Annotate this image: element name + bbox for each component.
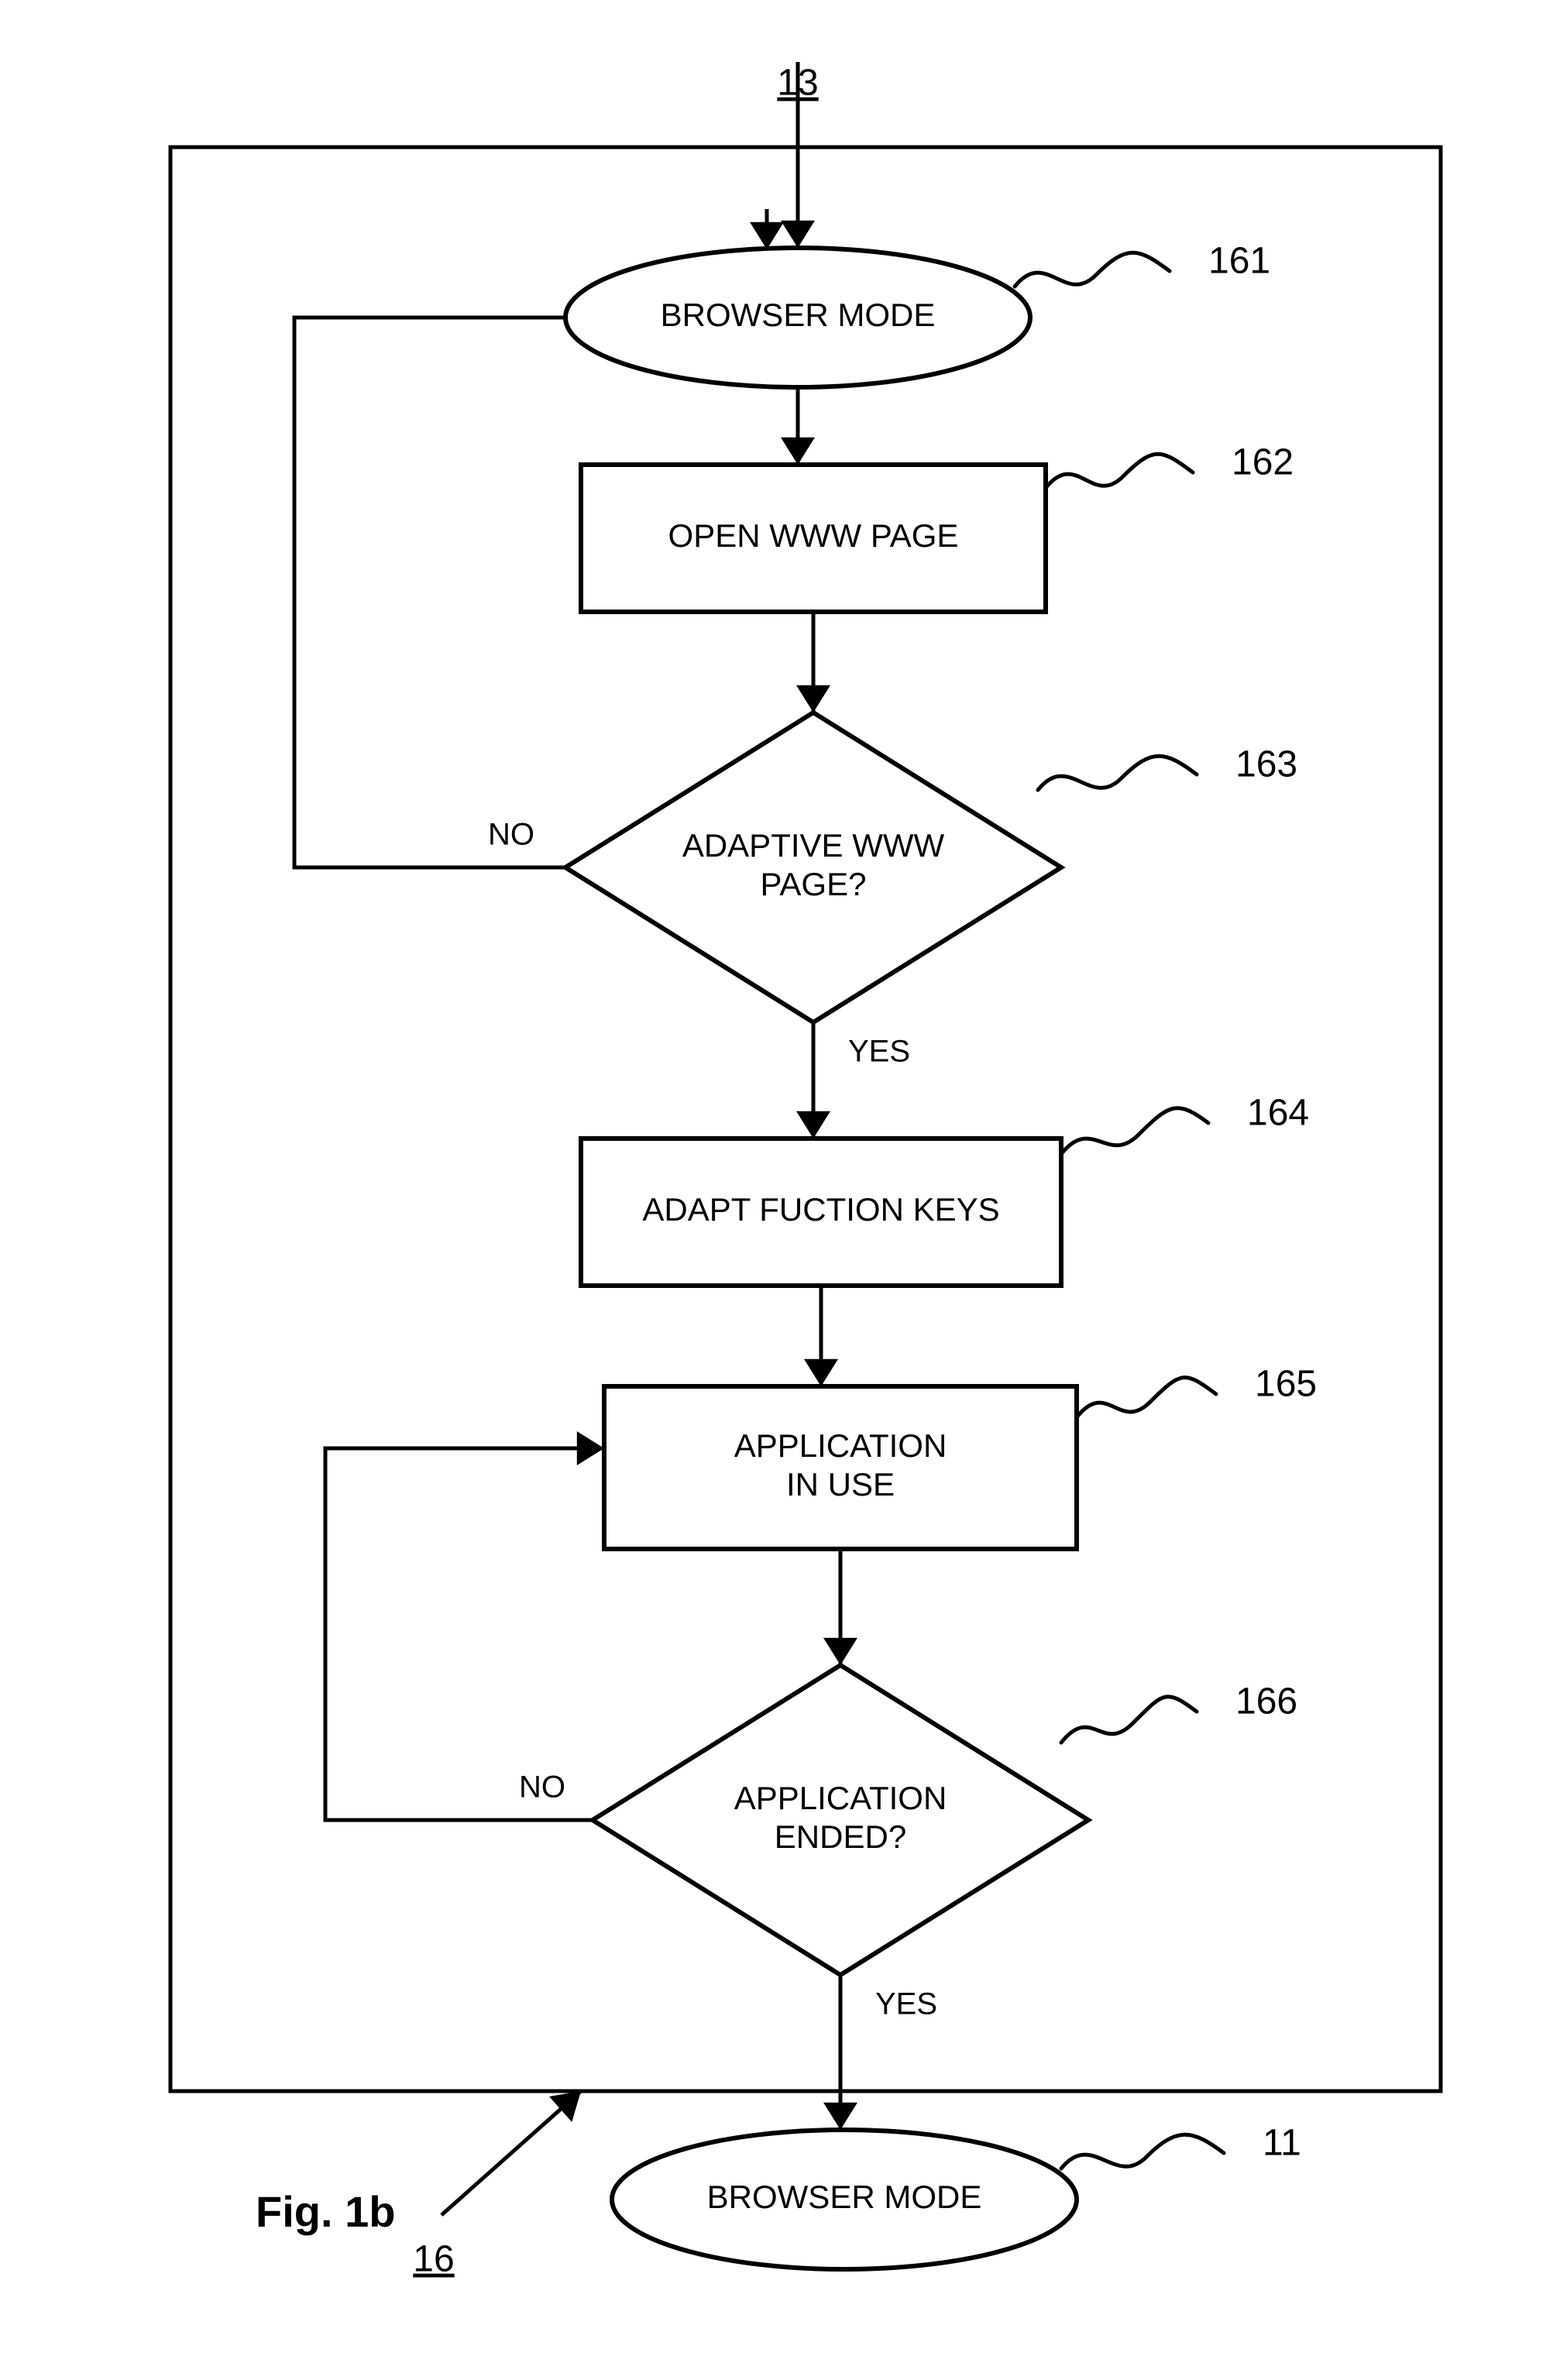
svg-text:11: 11 [1263, 2123, 1301, 2164]
svg-text:YES: YES [875, 1987, 937, 2021]
svg-text:164: 164 [1247, 1093, 1309, 1134]
svg-text:166: 166 [1235, 1681, 1297, 1722]
node-label: BROWSER MODE [707, 2179, 982, 2215]
svg-text:NO: NO [488, 818, 534, 852]
svg-text:ADAPTIVE WWW: ADAPTIVE WWW [682, 827, 945, 864]
svg-text:161: 161 [1208, 241, 1270, 282]
node-label: BROWSER MODE [661, 297, 936, 333]
svg-text:163: 163 [1235, 744, 1297, 785]
svg-text:162: 162 [1232, 442, 1294, 483]
flowchart-fig-1b: 13BROWSER MODE161OPEN WWW PAGE162ADAPTIV… [0, 0, 1560, 2380]
svg-text:PAGE?: PAGE? [761, 866, 867, 902]
svg-text:OPEN WWW PAGE: OPEN WWW PAGE [668, 517, 959, 554]
svg-text:ADAPT FUCTION KEYS: ADAPT FUCTION KEYS [642, 1191, 999, 1228]
svg-text:IN USE: IN USE [786, 1466, 895, 1503]
svg-text:APPLICATION: APPLICATION [734, 1427, 947, 1464]
svg-text:APPLICATION: APPLICATION [734, 1780, 947, 1816]
svg-text:NO: NO [519, 1770, 565, 1805]
svg-text:165: 165 [1255, 1364, 1317, 1405]
svg-text:16: 16 [413, 2239, 454, 2280]
svg-text:ENDED?: ENDED? [775, 1818, 906, 1855]
svg-text:Fig. 1b: Fig. 1b [256, 2187, 395, 2236]
svg-text:YES: YES [848, 1035, 910, 1069]
